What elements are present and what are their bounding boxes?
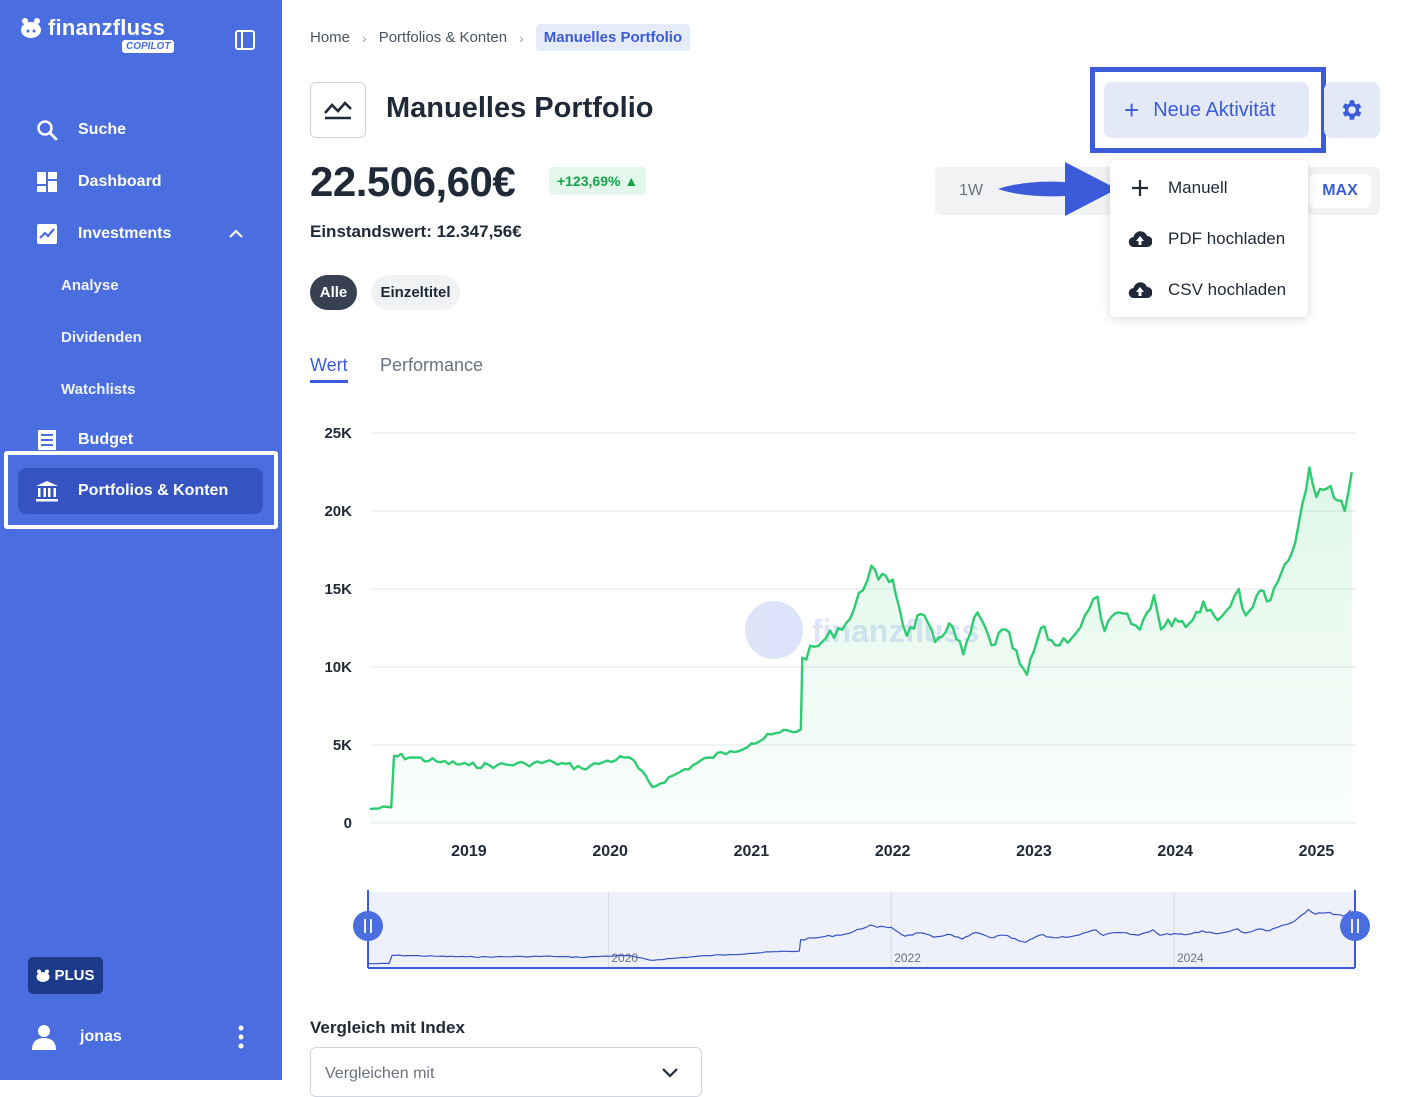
sidebar: finanzfluss COPILOT Suche Dashboard Inve… [0,0,282,1080]
menu-item-label: CSV hochladen [1168,280,1287,299]
x-tick-label: 2019 [451,843,487,860]
plus-badge[interactable]: PLUS [28,957,103,994]
brand-name: finanzfluss [48,15,166,40]
breadcrumb: Home › Portfolios & Konten › Manuelles P… [310,24,691,51]
portfolio-icon [310,82,366,138]
gear-icon [1342,100,1362,120]
user-avatar-icon [32,1025,56,1050]
sidebar-item-label: Investments [78,225,172,242]
more-options-icon[interactable] [233,1024,249,1050]
menu-item-label: Manuell [1168,178,1228,197]
x-tick-label: 2024 [1157,843,1193,860]
series-line [369,466,1353,811]
navigator-left-handle[interactable] [353,911,383,941]
plus-label: PLUS [54,967,95,984]
navigator-tick-label: 2024 [1177,951,1204,965]
sidebar-item-suche[interactable]: Suche [18,107,263,153]
range-1w[interactable]: 1W [959,182,983,199]
chart-range-navigator[interactable]: 2020 2022 2024 [350,884,1380,974]
x-tick-label: 2020 [592,843,628,860]
breadcrumb-current[interactable]: Manuelles Portfolio [535,24,691,51]
menu-item-pdf-upload[interactable]: PDF hochladen [1110,219,1308,259]
arrow-pointer-icon [998,162,1117,216]
sidebar-subitem-analyse[interactable]: Analyse [61,277,119,294]
new-activity-button[interactable]: + Neue Aktivität [1104,82,1309,138]
menu-item-label: PDF hochladen [1168,229,1286,248]
tab-performance[interactable]: Performance [380,355,484,375]
sidebar-subitem-dividenden[interactable]: Dividenden [61,329,142,346]
portfolio-value-chart[interactable]: finanzfluss 05K10K15K20K25K2019202020212… [300,420,1370,865]
change-value: +123,69% [557,173,621,189]
y-tick-label: 25K [324,425,352,442]
breadcrumb-home[interactable]: Home [310,29,351,46]
sidebar-item-budget[interactable]: Budget [18,417,263,463]
compare-label: Vergleich mit Index [310,1018,465,1037]
navigator-tick-label: 2020 [611,951,638,965]
dashboard-icon [34,169,60,195]
tab-value[interactable]: Wert [310,355,348,383]
settings-button[interactable] [1324,82,1380,138]
sidebar-item-label: Suche [78,121,127,138]
plus-icon: + [1124,95,1140,125]
user-name: jonas [80,1028,122,1045]
sidebar-item-portfolios[interactable]: Portfolios & Konten [18,468,263,514]
sidebar-item-dashboard[interactable]: Dashboard [18,159,263,205]
hippo-logo-icon [21,18,41,38]
cloud-upload-icon [1128,281,1152,299]
list-icon [34,427,60,453]
filter-all[interactable]: Alle [310,275,357,310]
new-activity-label: Neue Aktivität [1153,98,1276,121]
portfolio-value: 22.506,60€ [310,158,516,205]
chevron-right-icon: › [362,29,367,46]
triangle-up-icon: ▲ [624,173,639,189]
change-badge: +123,69% ▲ [549,167,647,195]
navigator-background [368,892,1355,968]
sidebar-subitem-watchlists[interactable]: Watchlists [61,381,136,398]
x-tick-label: 2022 [875,843,911,860]
y-tick-label: 20K [324,503,352,520]
page-title: Manuelles Portfolio [386,92,654,124]
compare-index-select[interactable]: Vergleichen mit [310,1047,702,1097]
filter-single-titles[interactable]: Einzeltitel [371,275,460,310]
y-tick-label: 15K [324,581,352,598]
cloud-upload-icon [1128,230,1152,248]
y-tick-label: 10K [324,659,352,676]
plus-icon [1128,179,1152,197]
x-tick-label: 2025 [1299,843,1335,860]
sidebar-toggle-icon[interactable] [234,29,256,51]
navigator-right-handle[interactable] [1340,911,1370,941]
x-tick-label: 2021 [734,843,770,860]
activity-dropdown-menu: Manuell PDF hochladen CSV hochladen [1110,160,1308,317]
y-tick-label: 0 [344,815,352,832]
chart-line-icon [34,221,60,247]
navigator-tick-label: 2022 [894,951,921,965]
x-tick-label: 2023 [1016,843,1052,860]
chevron-up-icon[interactable] [228,226,244,242]
sidebar-item-investments[interactable]: Investments [18,211,263,257]
brand-logo[interactable]: finanzfluss COPILOT [20,14,175,53]
bank-icon [34,478,60,504]
menu-item-manual[interactable]: Manuell [1110,168,1308,208]
breadcrumb-portfolios[interactable]: Portfolios & Konten [378,29,508,46]
brand-badge: COPILOT [122,40,175,53]
search-icon [34,117,60,143]
sidebar-item-label: Budget [78,431,134,448]
sidebar-item-label: Dashboard [78,173,162,190]
sidebar-item-label: Portfolios & Konten [78,482,229,499]
navigator-series-line [367,908,1352,965]
chevron-right-icon: › [519,29,524,46]
menu-item-csv-upload[interactable]: CSV hochladen [1110,270,1308,310]
range-max[interactable]: MAX [1309,174,1371,208]
y-tick-label: 5K [333,737,352,754]
hippo-icon [36,969,50,982]
series-area [370,467,1352,823]
user-profile[interactable]: jonas [32,1018,262,1056]
compare-placeholder: Vergleichen mit [325,1065,435,1082]
chevron-down-icon [662,1068,678,1078]
cost-basis: Einstandswert: 12.347,56€ [310,222,522,241]
